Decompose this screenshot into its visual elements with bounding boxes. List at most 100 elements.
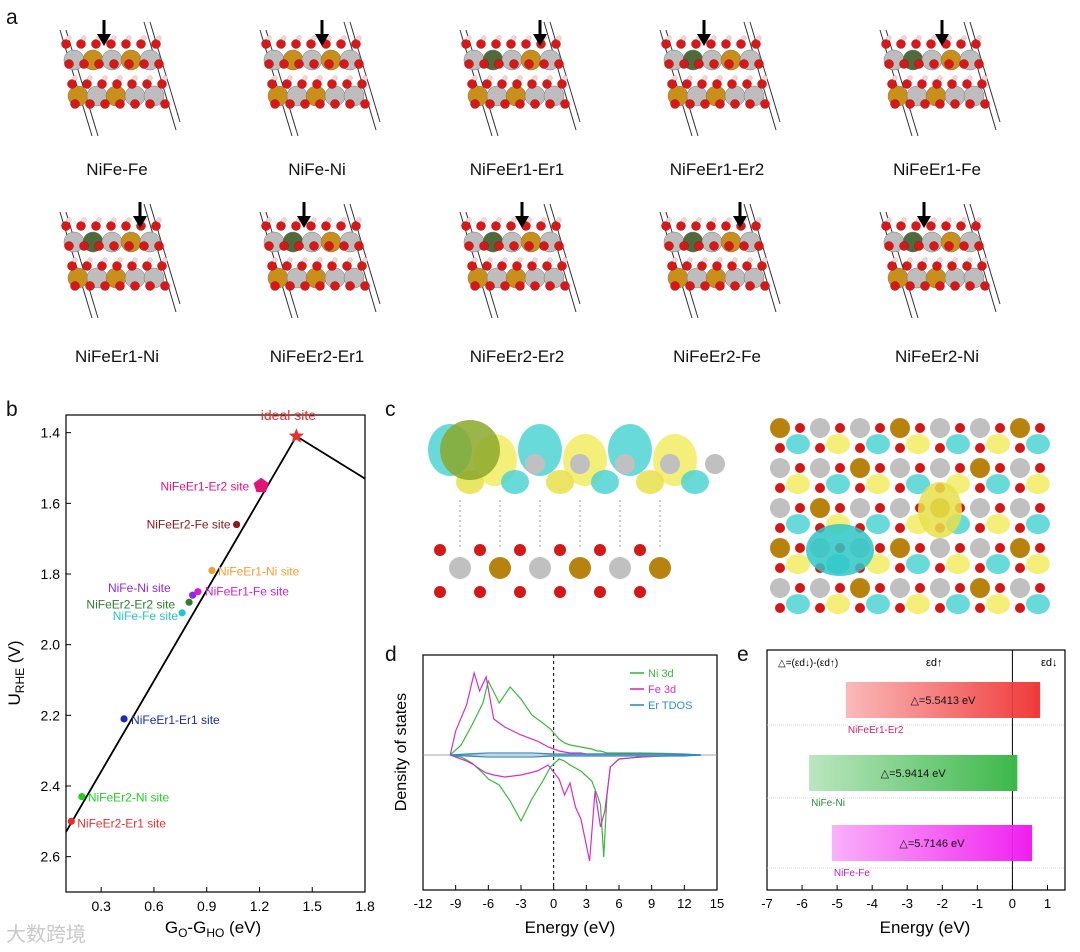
structure-model-image: [59, 20, 181, 137]
dos-xtick-label: 0: [550, 896, 557, 911]
atom: [895, 443, 905, 453]
volcano-point: [78, 793, 86, 801]
volcano-point-ideal: [288, 428, 304, 443]
atom: [1015, 443, 1025, 453]
volcano-point-label: NiFeEr1-Ni site: [218, 564, 300, 578]
charge-density-lobe: [826, 594, 850, 614]
atom: [815, 483, 825, 493]
volcano-ytick-label: 2.6: [41, 849, 61, 865]
dos-series-up: [450, 752, 701, 756]
structure-model: [652, 18, 782, 138]
atom: [855, 443, 865, 453]
atom: [570, 454, 590, 474]
atom: [770, 538, 790, 558]
charge-density-lobe: [946, 554, 970, 574]
charge-density-lobe: [986, 554, 1010, 574]
atom: [895, 483, 905, 493]
structure-model-image: [879, 202, 1001, 319]
structure-label: NiFe-Fe: [86, 160, 148, 179]
volcano-point: [189, 591, 197, 599]
volcano-point-label: NiFe-Ni site: [108, 581, 171, 595]
atom: [995, 463, 1005, 473]
dos-legend-label: Er TDOS: [648, 700, 692, 712]
dos-plot: -12 -9 -6 -3 0 3 6 9 12 15 Ni 3d Fe 3d Er TDOS Dens…: [393, 654, 724, 937]
dband-legend: △=(εd↓)-(εd↑): [778, 658, 838, 669]
structure-model-image: [459, 202, 581, 319]
volcano-ytick-label: 2.4: [41, 778, 61, 794]
volcano-point: [233, 520, 241, 529]
dband-down-label: εd↓: [1041, 657, 1058, 669]
atom: [1035, 583, 1045, 593]
atom: [930, 578, 950, 598]
panel-d-letter: d: [385, 643, 397, 666]
atom: [875, 503, 885, 513]
atom: [995, 543, 1005, 553]
atom: [594, 586, 606, 598]
atom: [995, 423, 1005, 433]
atom: [1035, 463, 1045, 473]
dos-xtick-label: 12: [677, 896, 691, 911]
atom: [835, 503, 845, 513]
dband-bar: [831, 825, 1033, 861]
volcano-xtick-label: 1.8: [355, 898, 375, 914]
charge-density-lobe: [906, 594, 930, 614]
charge-density-lobe: [986, 514, 1010, 534]
atom: [810, 578, 830, 598]
atom: [895, 563, 905, 573]
atom: [775, 483, 785, 493]
volcano-ytick-label: 2.0: [41, 637, 61, 653]
atom: [1015, 483, 1025, 493]
atom: [835, 463, 845, 473]
atom: [995, 583, 1005, 593]
structure-label: NiFeEr2-Er2: [469, 347, 565, 366]
dband-bar: [845, 682, 1041, 718]
volcano-point-label: NiFeEr2-Er1 site: [77, 816, 166, 830]
volcano-point-label: ideal site: [261, 407, 316, 423]
atom: [855, 483, 865, 493]
charge-density-lobe: [826, 474, 850, 494]
dos-xtick-label: 15: [710, 896, 724, 911]
structure-model: [652, 200, 782, 320]
atom: [615, 454, 635, 474]
atom: [970, 578, 990, 598]
atom: [895, 603, 905, 613]
atom: [975, 483, 985, 493]
dos-xtick-label: -6: [483, 896, 495, 911]
atom: [815, 603, 825, 613]
structure-model-image: [659, 202, 781, 319]
atom: [489, 557, 511, 579]
atom: [770, 458, 790, 478]
atom: [875, 463, 885, 473]
charge-density-lobe: [681, 470, 709, 494]
atom: [875, 543, 885, 553]
d-band-center-plot: -7 -6 -5 -4 -3 -2 -1 0 1 △=5.5413 eV NiFeEr1-Er2 △…: [761, 649, 1066, 937]
structure-model: [872, 18, 1002, 138]
atom: [890, 498, 910, 518]
atom: [810, 418, 830, 438]
charge-density-lobe: [866, 554, 890, 574]
atom: [569, 557, 591, 579]
atom: [795, 423, 805, 433]
structure-label: NiFeEr2-Er1: [269, 347, 365, 366]
dos-xtick-label: -9: [450, 896, 462, 911]
atom: [649, 557, 671, 579]
structure-label: NiFeEr1-Er2: [669, 160, 765, 179]
dos-series-down: [450, 754, 701, 862]
watermark: 大数跨境: [6, 922, 86, 946]
atom: [970, 498, 990, 518]
panel-e-letter: e: [737, 643, 749, 666]
atom: [1010, 578, 1030, 598]
dband-xtick-label: -5: [831, 896, 843, 911]
atom: [815, 443, 825, 453]
dband-up-label: εd↑: [926, 657, 943, 669]
volcano-point-label: NiFeEr1-Er2 site: [161, 480, 250, 494]
atom: [890, 578, 910, 598]
volcano-xtick-label: 0.6: [144, 898, 164, 914]
atom: [795, 503, 805, 513]
dos-legend-label: Ni 3d: [648, 668, 674, 680]
atom: [554, 586, 566, 598]
charge-density-lobe: [866, 514, 890, 534]
dband-xtick-label: 1: [1044, 896, 1051, 911]
atom: [609, 557, 631, 579]
atom: [1010, 498, 1030, 518]
